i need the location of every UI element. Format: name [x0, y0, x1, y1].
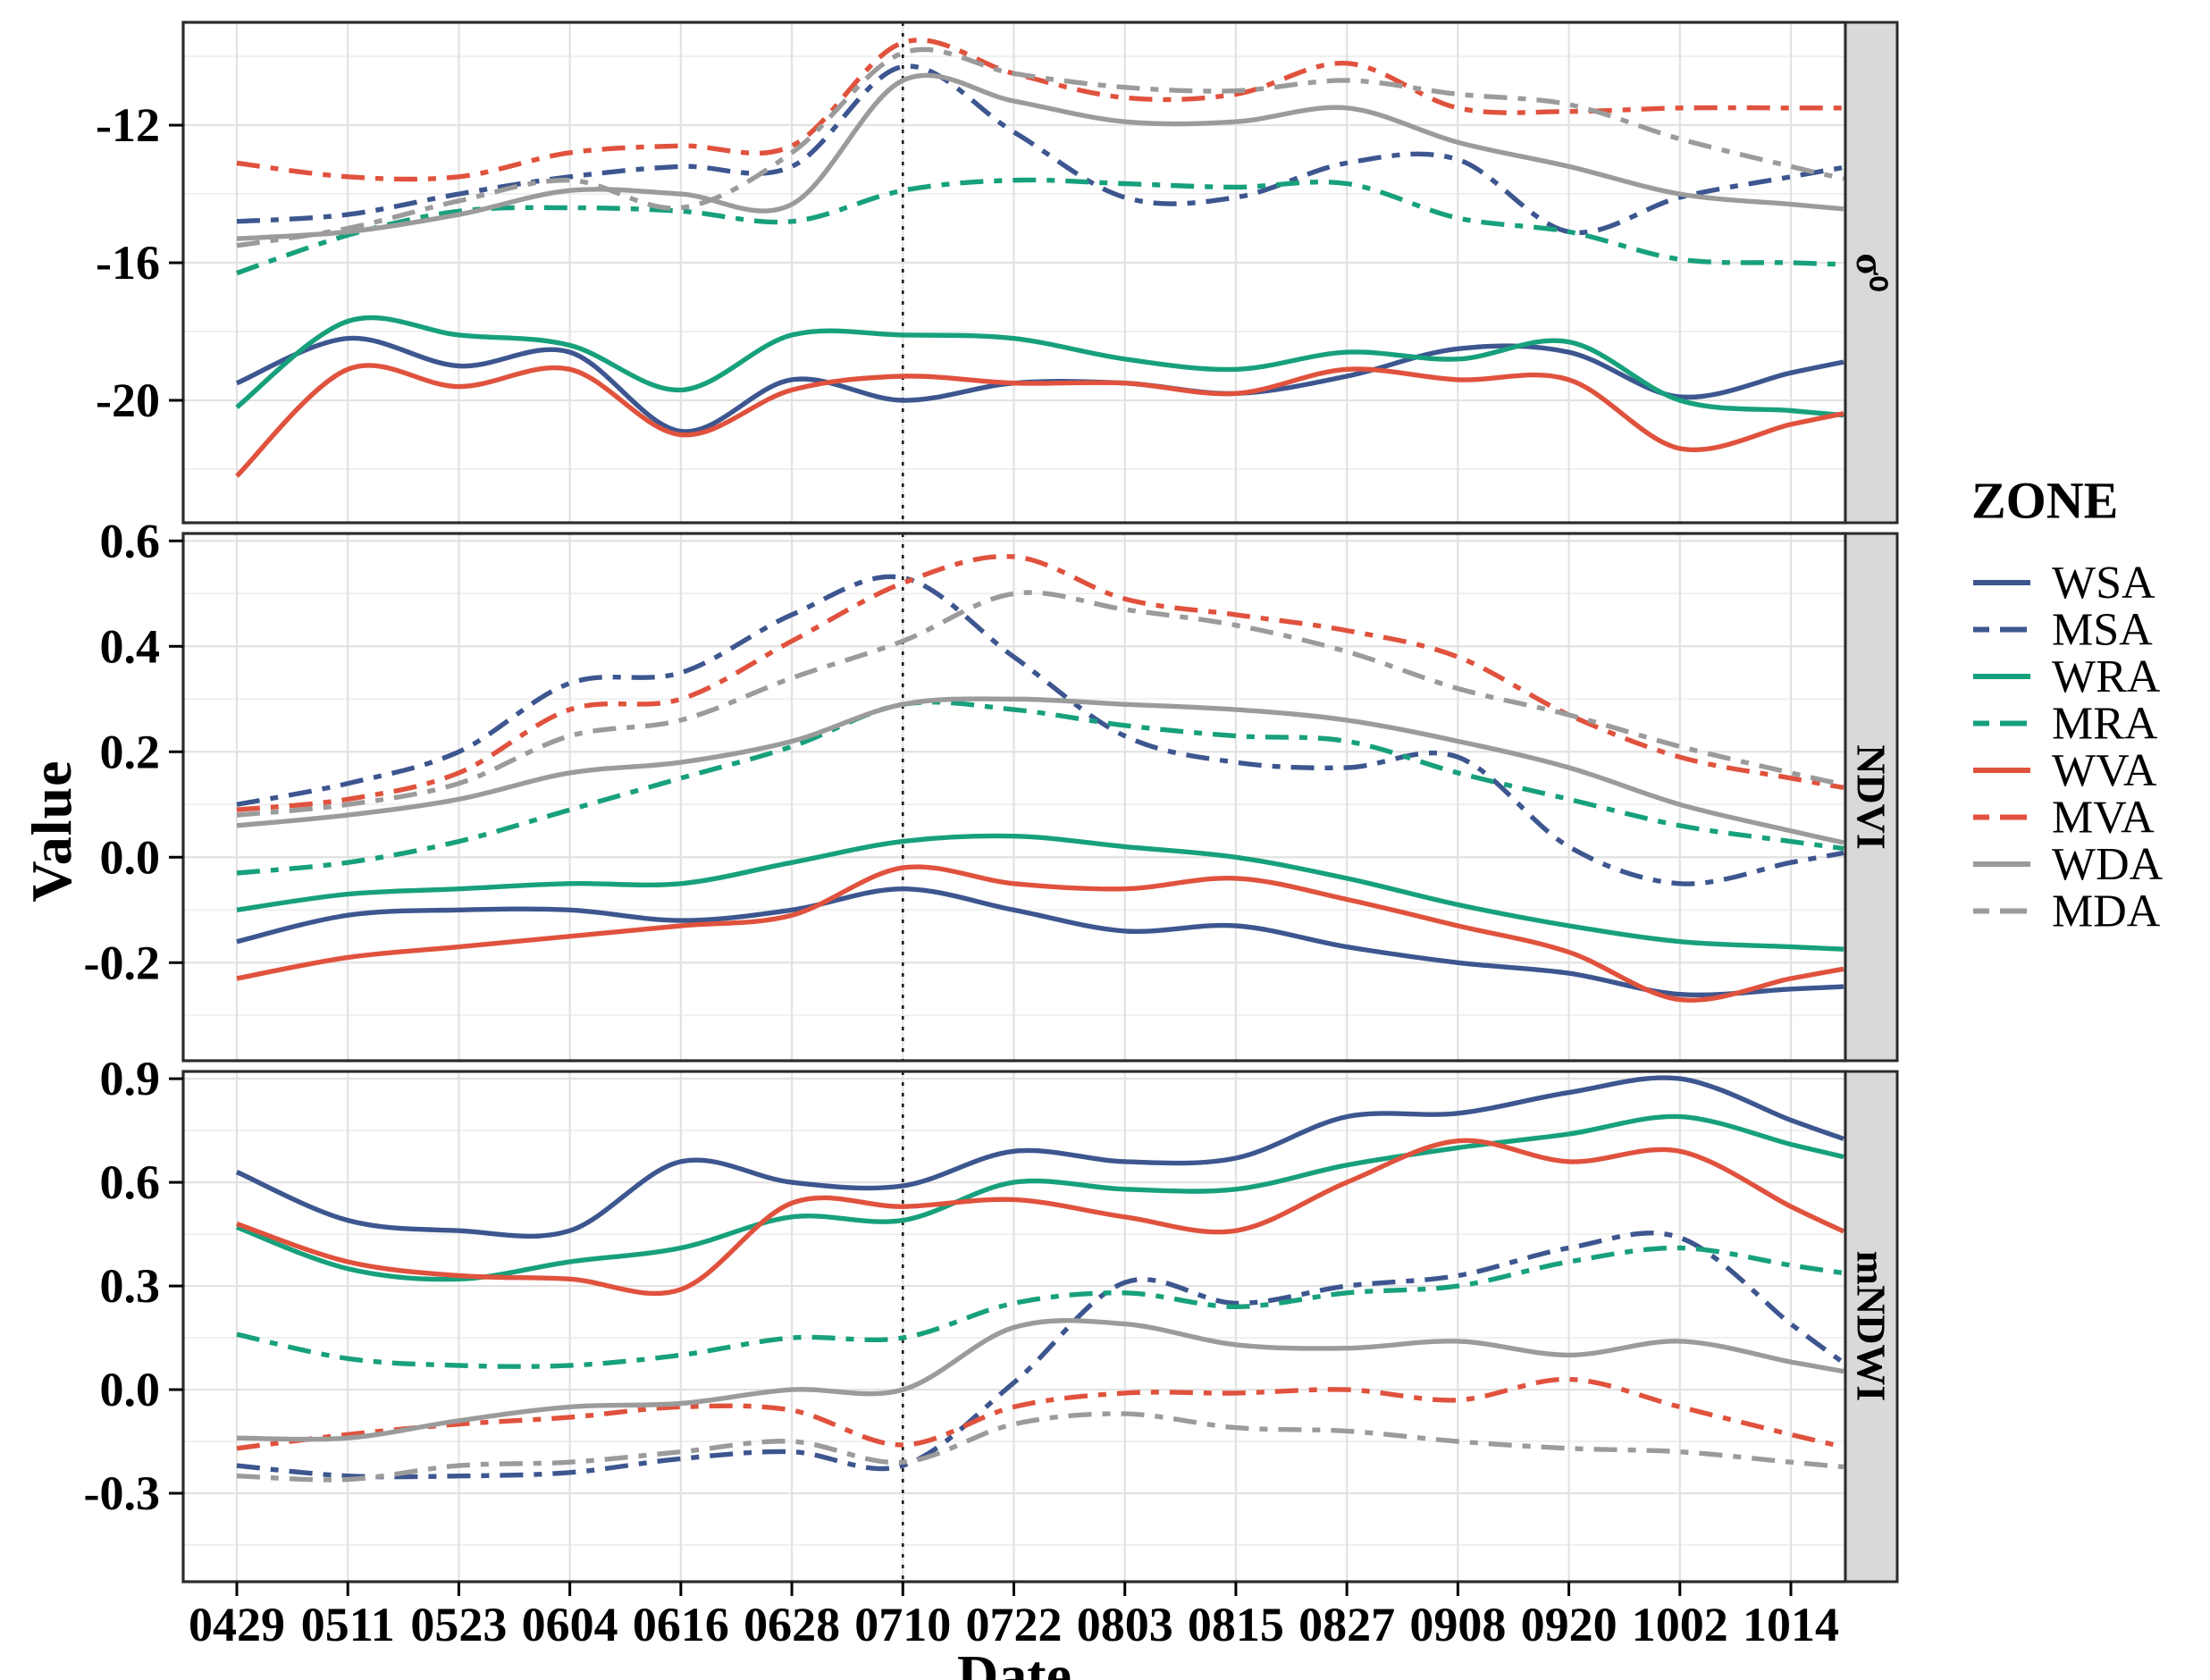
series-mNDWI-MRA [236, 1245, 1844, 1369]
y-tick-label: 0.0 [100, 830, 161, 884]
series-mNDWI-MSA [236, 1231, 1845, 1480]
legend-label-MSA: MSA [2052, 605, 2153, 656]
x-tick-label: 0722 [966, 1598, 1063, 1651]
panel-1 [183, 533, 1845, 1061]
legend-label-MRA: MRA [2052, 699, 2158, 750]
y-tick-label: 0.6 [100, 1155, 161, 1209]
x-tick-label: 0920 [1521, 1598, 1618, 1651]
legend-title: ZONE [1971, 471, 2119, 530]
x-axis-title: Date [957, 1643, 1071, 1680]
y-tick-label: -0.2 [84, 936, 160, 989]
x-tick-label: 0628 [744, 1598, 840, 1651]
facet-strip [1844, 532, 1899, 1063]
legend-label-WRA: WRA [2052, 651, 2161, 702]
series--MVA [236, 38, 1844, 182]
series-NDVI-WSA [236, 886, 1844, 998]
x-tick-label: 1002 [1632, 1598, 1728, 1651]
series-NDVI-WRA [236, 833, 1844, 952]
x-tick-label: 0616 [633, 1598, 729, 1651]
x-tick-label: 0523 [410, 1598, 507, 1651]
legend-label-WVA: WVA [2052, 745, 2157, 796]
facet-strip [1844, 1070, 1899, 1583]
series-mNDWI-WRA [236, 1113, 1844, 1282]
x-tick-label: 0511 [301, 1598, 395, 1651]
series--WRA [235, 315, 1844, 418]
legend-label-MVA: MVA [2052, 793, 2155, 844]
x-tick-label: 1014 [1743, 1598, 1839, 1651]
x-tick-label: 0815 [1188, 1598, 1284, 1651]
y-tick-label: -0.3 [84, 1466, 160, 1520]
facet-strip [1844, 21, 1899, 525]
y-tick-label: 0.3 [100, 1259, 161, 1313]
x-tick-label: 0604 [522, 1598, 618, 1651]
facet-strip-label-sigma0: σ⁰ [1848, 253, 1894, 292]
y-tick-label: 0.2 [100, 725, 161, 778]
series-mNDWI-MVA [236, 1376, 1844, 1451]
panel-2 [183, 1071, 1845, 1582]
y-tick-label: 0.0 [100, 1363, 161, 1416]
series-NDVI-WVA [236, 864, 1844, 1003]
y-tick-label: 0.9 [100, 1052, 161, 1105]
series--WDA [236, 72, 1844, 241]
series-NDVI-WDA [236, 696, 1844, 845]
facet-strip-label-mndwi: mNDWI [1848, 1250, 1895, 1402]
y-axis-title: Value [20, 760, 83, 903]
series--MDA [236, 46, 1844, 248]
x-tick-label: 0827 [1298, 1598, 1395, 1651]
y-tick-label: -12 [96, 98, 160, 152]
series-NDVI-MRA [236, 699, 1844, 876]
legend-label-WSA: WSA [2052, 558, 2155, 609]
series-NDVI-MSA [236, 574, 1844, 886]
panel-0 [183, 22, 1845, 523]
x-tick-label: 0908 [1409, 1598, 1506, 1651]
series-mNDWI-WDA [236, 1318, 1844, 1442]
y-tick-label: 0.6 [100, 514, 161, 567]
series-mNDWI-WSA [235, 1075, 1844, 1239]
series--MRA [236, 177, 1844, 276]
series-NDVI-MDA [236, 590, 1844, 818]
series-NDVI-MVA [236, 553, 1844, 812]
series-mNDWI-WVA [236, 1138, 1845, 1297]
legend-label-WDA: WDA [2052, 839, 2164, 890]
x-tick-label: 0803 [1077, 1598, 1173, 1651]
series--WVA [235, 363, 1844, 478]
x-tick-label: 0710 [854, 1598, 951, 1651]
y-tick-label: 0.4 [100, 619, 161, 673]
x-tick-label: 0429 [189, 1598, 285, 1651]
legend-label-MDA: MDA [2052, 886, 2161, 937]
y-tick-label: -16 [96, 236, 160, 290]
facet-strip-label-ndvi: NDVI [1848, 744, 1895, 850]
y-tick-label: -20 [96, 374, 160, 427]
series-mNDWI-MDA [236, 1411, 1844, 1483]
